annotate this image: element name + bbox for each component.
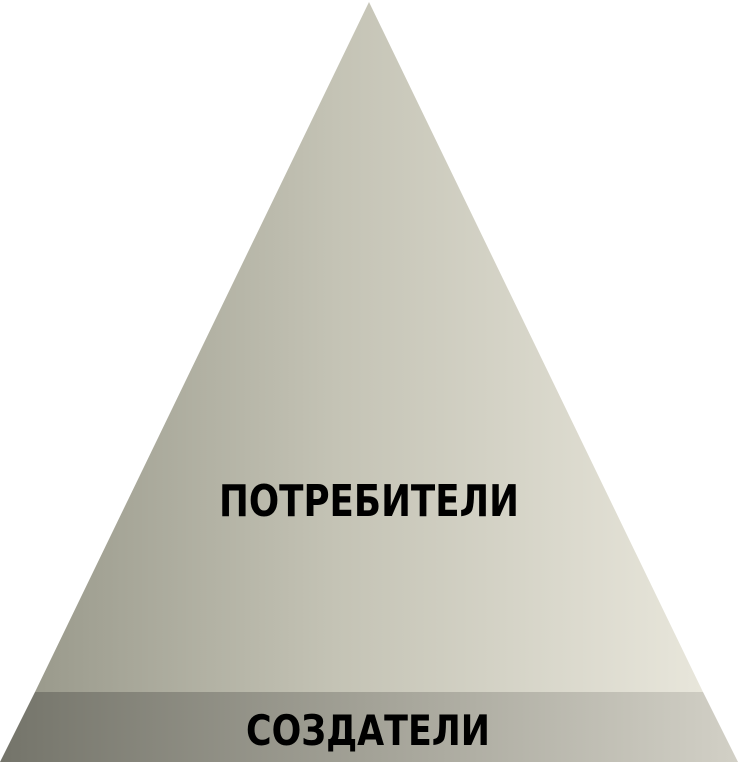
- pyramid-tier-top: [35, 2, 703, 692]
- tier-label-consumers: ПОТРЕБИТЕЛИ: [219, 476, 519, 527]
- tier-label-creators: СОЗДАТЕЛИ: [246, 706, 490, 755]
- pyramid-tier-base: [0, 692, 738, 762]
